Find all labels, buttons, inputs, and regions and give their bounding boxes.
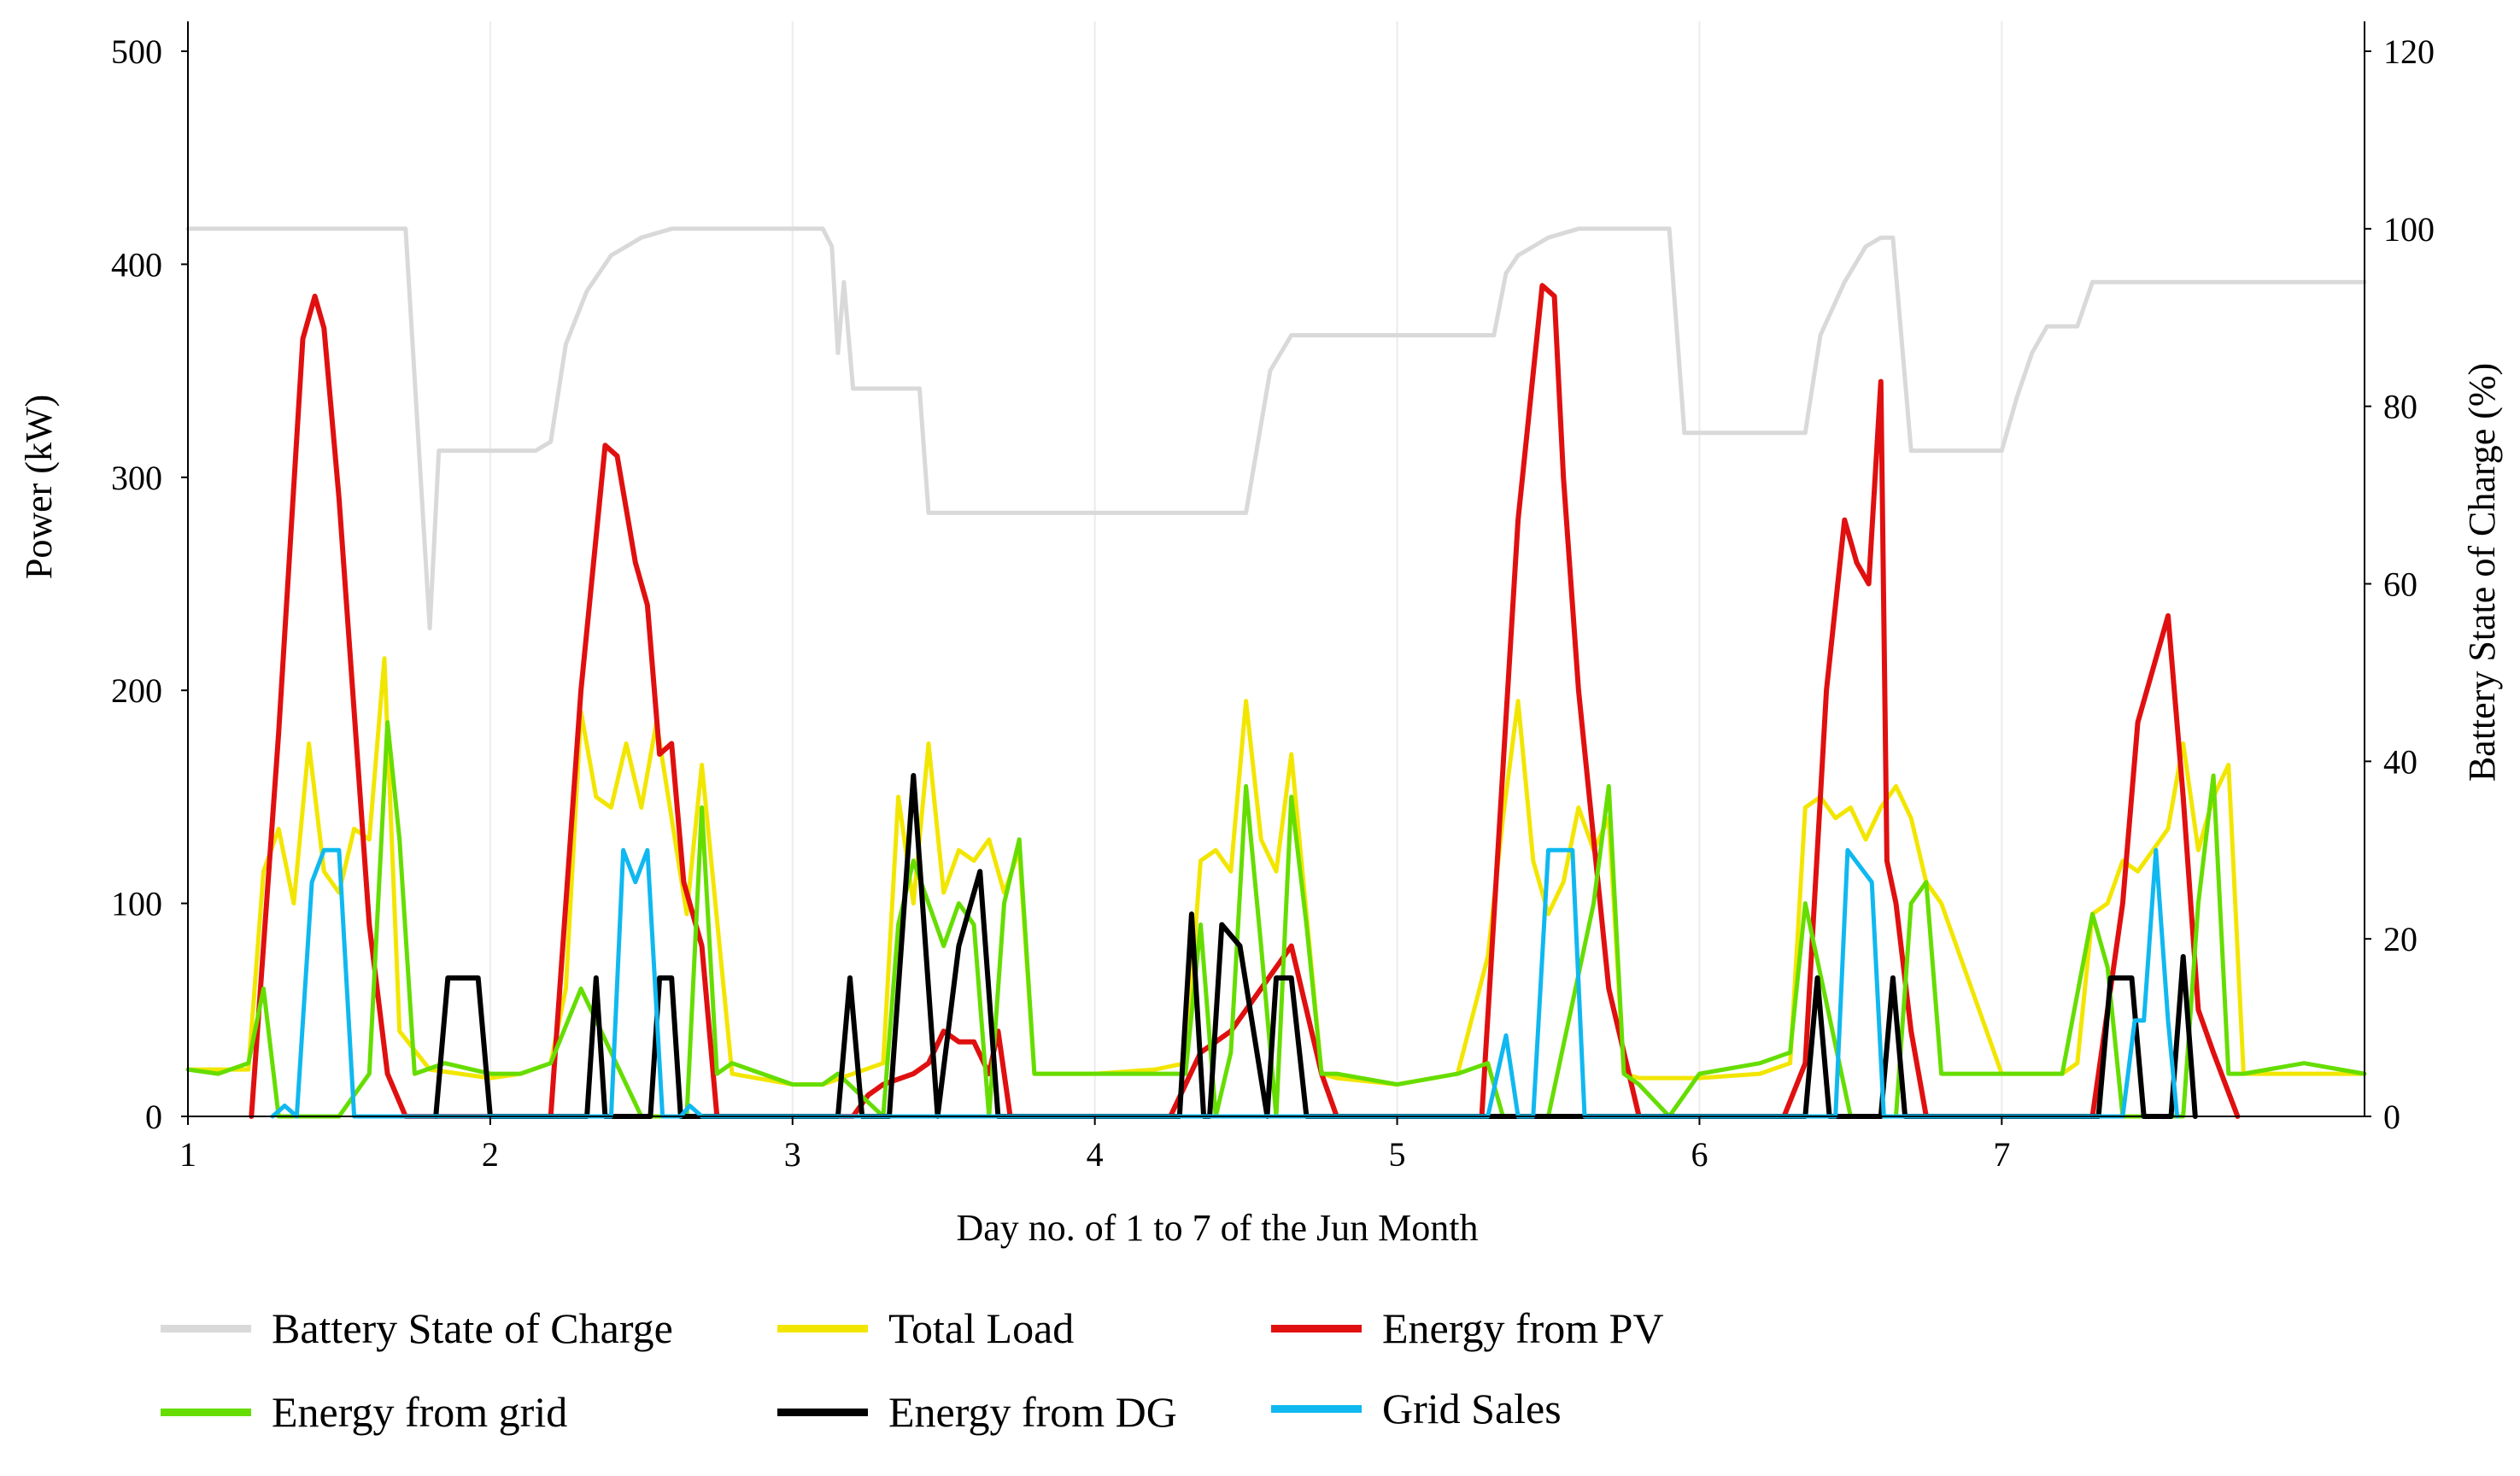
series-layer xyxy=(185,226,2367,1119)
chart: 0 100 200 300 400 500 0 20 40 60 80 100 120 1 2 3 4 5 6 7 D… xyxy=(18,21,2503,1249)
y2-tick-label-20: 20 xyxy=(2383,920,2417,958)
y2-tick-label-80: 80 xyxy=(2383,388,2417,426)
legend-label-energy-dg: Energy from DG xyxy=(888,1388,1177,1436)
legend-swatch-energy-pv xyxy=(1271,1324,1362,1332)
legend-swatch-energy-dg xyxy=(777,1408,868,1416)
y2-axis-title: Battery State of Charge (%) xyxy=(2461,363,2503,782)
y-tick-label-200: 200 xyxy=(111,671,162,710)
axes xyxy=(187,21,2365,1117)
legend-label-total-load: Total Load xyxy=(888,1304,1075,1352)
x-tick-label-6: 6 xyxy=(1691,1135,1708,1174)
x-tick-label-3: 3 xyxy=(784,1135,801,1174)
y-tick-label-0: 0 xyxy=(145,1098,162,1136)
legend-item-energy-grid: Energy from grid xyxy=(161,1382,567,1442)
legend: Battery State of Charge Total Load Energ… xyxy=(161,1298,1954,1469)
x-tick-label-4: 4 xyxy=(1087,1135,1104,1174)
ticks: 0 100 200 300 400 500 0 20 40 60 80 100 120 1 2 3 4 5 6 7 xyxy=(111,32,2435,1174)
legend-item-energy-pv: Energy from PV xyxy=(1271,1298,1664,1358)
legend-item-battery-soc: Battery State of Charge xyxy=(161,1298,673,1358)
legend-label-grid-sales: Grid Sales xyxy=(1382,1385,1562,1432)
y2-tick-label-0: 0 xyxy=(2383,1098,2400,1136)
x-tick-label-1: 1 xyxy=(179,1135,196,1174)
legend-item-grid-sales: Grid Sales xyxy=(1271,1379,1562,1438)
y-tick-label-300: 300 xyxy=(111,459,162,497)
legend-item-energy-dg: Energy from DG xyxy=(777,1382,1177,1442)
y2-tick-label-60: 60 xyxy=(2383,565,2417,604)
x-axis-title: Day no. of 1 to 7 of the Jun Month xyxy=(956,1207,1478,1249)
legend-label-energy-pv: Energy from PV xyxy=(1382,1304,1664,1352)
legend-swatch-total-load xyxy=(777,1324,868,1332)
y-tick-label-500: 500 xyxy=(111,32,162,71)
gridlines xyxy=(489,21,2003,1116)
x-tick-label-5: 5 xyxy=(1389,1135,1406,1174)
legend-label-battery-soc: Battery State of Charge xyxy=(272,1304,673,1352)
x-tick-label-2: 2 xyxy=(482,1135,499,1174)
x-tick-label-7: 7 xyxy=(1993,1135,2010,1174)
legend-item-total-load: Total Load xyxy=(777,1298,1074,1358)
legend-swatch-energy-grid xyxy=(161,1408,251,1416)
y2-tick-label-120: 120 xyxy=(2383,32,2435,71)
series-line-energy-from-grid xyxy=(185,720,2367,1119)
y2-tick-label-40: 40 xyxy=(2383,742,2417,781)
y-tick-label-400: 400 xyxy=(111,245,162,284)
series-line-total-load xyxy=(185,656,2367,1087)
y2-tick-label-100: 100 xyxy=(2383,210,2435,249)
legend-swatch-grid-sales xyxy=(1271,1404,1362,1413)
series-line-battery-state-of-charge xyxy=(185,226,2367,630)
legend-swatch-battery-soc xyxy=(161,1324,251,1332)
y-axis-title: Power (kW) xyxy=(18,395,60,579)
legend-label-energy-grid: Energy from grid xyxy=(272,1388,568,1436)
y-tick-label-100: 100 xyxy=(111,885,162,923)
